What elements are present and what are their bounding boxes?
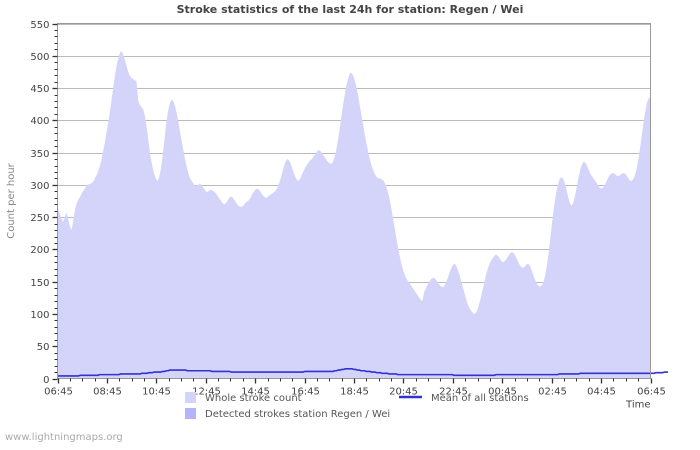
x-tick-label: 02:45 <box>538 387 567 398</box>
x-tick-label: 20:45 <box>389 387 418 398</box>
line-series-mean <box>57 368 669 377</box>
area-series-whole-stroke-count <box>57 51 651 379</box>
chart-legend: Whole stroke count Mean of all stations De… <box>185 392 529 420</box>
legend-item[interactable]: Mean of all stations <box>399 393 529 404</box>
x-tick-label: 16:45 <box>291 387 320 398</box>
y-tick-label: 150 <box>30 278 49 289</box>
x-tick-label: 04:45 <box>587 387 616 398</box>
chart-title: Stroke statistics of the last 24h for st… <box>176 3 524 16</box>
watermark-url: www.lightningmaps.org <box>5 432 123 443</box>
y-axis-ticks: 0 50 100 150 200 250 300 350 400 450 500 550 <box>30 20 58 386</box>
area-whole-stroke-count <box>57 51 651 379</box>
x-tick-label: 12:45 <box>192 387 221 398</box>
y-tick-label: 350 <box>30 149 49 160</box>
y-axis-label: Count per hour <box>6 162 17 238</box>
legend-label: Detected strokes station Regen / Wei <box>205 409 390 420</box>
y-tick-label: 400 <box>30 116 49 127</box>
y-tick-label: 500 <box>30 52 49 63</box>
x-tick-label: 06:45 <box>637 387 666 398</box>
y-tick-label: 50 <box>37 342 50 353</box>
x-tick-label: 14:45 <box>241 387 270 398</box>
y-tick-label: 200 <box>30 245 49 256</box>
x-tick-label: 06:45 <box>44 387 73 398</box>
x-tick-label: 18:45 <box>340 387 369 398</box>
x-tick-label: 08:45 <box>93 387 122 398</box>
y-tick-label: 450 <box>30 84 49 95</box>
legend-swatch-icon <box>185 392 196 403</box>
legend-swatch-icon <box>185 408 196 419</box>
x-axis-label: Time <box>625 400 650 411</box>
line-mean-of-all-stations <box>57 368 669 377</box>
legend-item[interactable]: Detected strokes station Regen / Wei <box>185 408 390 420</box>
x-tick-label: 10:45 <box>142 387 171 398</box>
y-tick-label: 550 <box>30 20 49 31</box>
legend-label: Whole stroke count <box>205 393 302 404</box>
y-tick-label: 100 <box>30 310 49 321</box>
legend-item[interactable]: Whole stroke count <box>185 392 302 404</box>
x-axis-ticks: 06:45 08:45 10:45 12:45 14:45 16:45 18:45 20:45… <box>44 378 666 398</box>
y-tick-label: 250 <box>30 213 49 224</box>
y-tick-label: 0 <box>43 375 49 386</box>
legend-label: Mean of all stations <box>431 393 529 404</box>
x-tick-label: 00:45 <box>488 387 517 398</box>
y-tick-label: 300 <box>30 181 49 192</box>
x-tick-label: 22:45 <box>439 387 468 398</box>
